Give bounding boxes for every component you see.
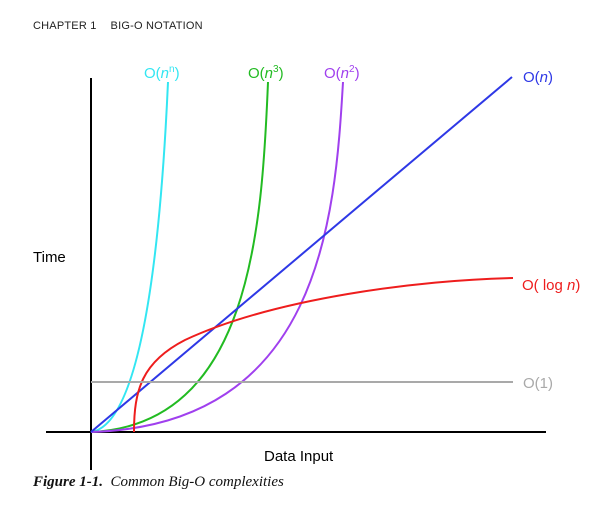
x-axis-label: Data Input xyxy=(264,448,334,465)
curve-o-n-n xyxy=(90,81,169,433)
curve-o-n xyxy=(90,76,513,433)
label-o-1: O(1) xyxy=(523,375,553,392)
curve-o-n-3 xyxy=(90,81,269,433)
big-o-complexity-chart: O(nn) O(n3) O(n2) O(n) O( log n) O(1) Time Da… xyxy=(33,64,580,470)
curve-o-n-2 xyxy=(90,81,344,433)
label-o-log-n: O( log n) xyxy=(522,277,580,294)
curve-labels: O(nn) O(n3) O(n2) O(n) O( log n) O(1) xyxy=(144,64,580,392)
figure-caption: Figure 1-1. Common Big-O complexities xyxy=(33,474,284,491)
label-o-n-3: O(n3) xyxy=(248,64,284,82)
label-o-n: O(n) xyxy=(523,69,553,86)
chapter-number: CHAPTER 1 xyxy=(33,20,97,32)
running-header: CHAPTER 1 BIG-O NOTATION xyxy=(33,20,203,32)
figure-number: Figure 1-1. xyxy=(33,474,104,490)
label-o-n-n: O(nn) xyxy=(144,64,180,82)
figure-caption-text: Common Big-O complexities xyxy=(110,474,284,490)
chart-axes xyxy=(46,78,546,470)
curve-o-log-n xyxy=(133,277,514,433)
complexity-curves xyxy=(90,76,514,433)
chapter-title: BIG-O NOTATION xyxy=(110,20,203,32)
y-axis-label: Time xyxy=(33,249,66,266)
label-o-n-2: O(n2) xyxy=(324,64,360,82)
